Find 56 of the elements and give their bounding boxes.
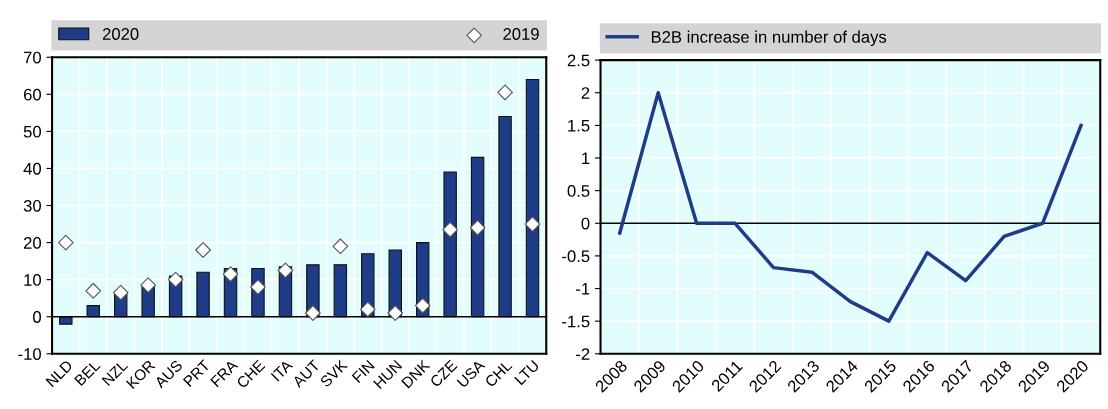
y-tick-label: -0.5 (562, 250, 590, 263)
point (524, 216, 541, 232)
y-tick-label: -10 (18, 348, 42, 360)
x-tick-label: ITA (270, 359, 294, 382)
point (277, 262, 294, 279)
x-tick-label: LTU (514, 359, 540, 386)
bar (196, 271, 210, 318)
bar (333, 264, 348, 318)
y-tick-label: 40 (23, 162, 42, 175)
bar (86, 305, 100, 318)
point (305, 305, 321, 321)
point (222, 266, 239, 282)
point (167, 271, 184, 288)
x-tick-label: NZL (101, 359, 129, 386)
point (250, 279, 266, 295)
point (85, 282, 102, 299)
point (57, 234, 74, 251)
y-tick-label: -2 (576, 348, 590, 360)
point (469, 219, 486, 236)
legend-label: 2020 (102, 28, 139, 40)
x-tick-label: FIN (351, 359, 375, 383)
y-tick-label: 2.5 (567, 54, 590, 67)
y-tick-label: 10 (24, 274, 42, 286)
legend-label: B2B increase in number of days (651, 30, 887, 47)
x-tick-label: FRA (210, 359, 239, 388)
y-tick-label: 50 (23, 125, 42, 138)
point (195, 242, 211, 258)
x-tick-label: CHL (484, 359, 513, 388)
y-tick-label: 1.5 (568, 119, 590, 132)
point (359, 301, 376, 318)
y-tick-label: 2 (581, 87, 590, 99)
legend-label: 2019 (503, 28, 539, 40)
x-tick-label: BEL (74, 359, 101, 387)
y-tick-label: 0 (581, 217, 590, 230)
y-tick-label: 0 (33, 311, 42, 323)
bar (470, 156, 485, 318)
point (414, 297, 431, 314)
y-tick-label: 60 (23, 88, 42, 101)
y-tick-label: -1.5 (562, 315, 590, 328)
bar (525, 78, 540, 318)
y-tick-label: -1 (576, 283, 590, 295)
point (140, 277, 157, 294)
point (442, 221, 458, 238)
point (497, 84, 513, 101)
y-tick-label: 20 (23, 236, 42, 249)
bar (443, 171, 457, 318)
point (112, 284, 129, 301)
y-tick-label: 30 (23, 199, 42, 212)
y-tick-label: 1 (582, 152, 590, 165)
point (387, 305, 404, 321)
y-tick-label: 70 (23, 51, 42, 64)
line-series (618, 91, 1083, 323)
y-tick-label: 0.5 (567, 185, 590, 197)
x-tick-label: USA (456, 358, 486, 388)
point (332, 238, 349, 255)
bar (498, 116, 512, 318)
